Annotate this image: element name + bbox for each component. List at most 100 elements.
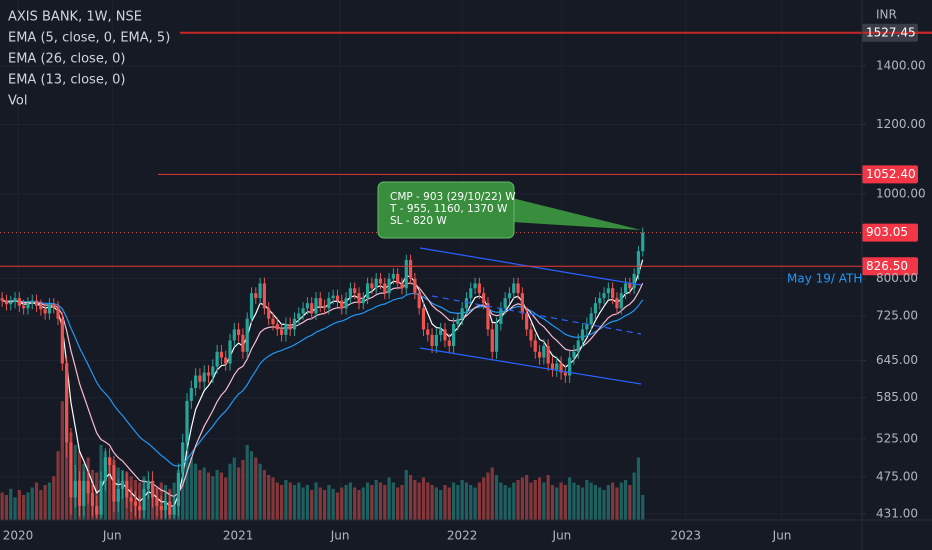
candle-body (628, 283, 632, 289)
volume-bar (417, 482, 421, 520)
volume-bar (383, 485, 387, 520)
volume-bar (525, 475, 529, 520)
volume-bar (430, 485, 434, 520)
x-tick-label: 2021 (223, 529, 254, 543)
candle-body (267, 308, 271, 319)
candle-body (602, 293, 606, 299)
candle-body (318, 298, 322, 306)
volume-bar (555, 487, 559, 520)
candle-body (211, 366, 215, 376)
ema-lines (1, 259, 644, 507)
volume-bar (387, 477, 391, 520)
candle-body (611, 288, 615, 299)
volume-bar (241, 460, 245, 520)
candle-body (73, 480, 77, 498)
volume-bar (421, 477, 426, 520)
volume-bar (396, 487, 400, 520)
volume-bar (47, 482, 52, 520)
volume-bar (456, 485, 460, 520)
candle-body (280, 329, 284, 335)
volume-bar (318, 487, 322, 520)
volume-bar (305, 485, 309, 520)
volume-bar (237, 467, 241, 520)
candle-body (69, 442, 73, 498)
volume-bar (108, 457, 112, 520)
candle-body (249, 293, 254, 319)
candle-body (116, 489, 120, 502)
x-tick-label: Jun (772, 529, 792, 543)
volume-bar (568, 477, 572, 520)
volume-bar (314, 482, 318, 520)
volume-bar (576, 485, 580, 520)
x-tick-label: Jun (552, 529, 572, 543)
volume-bar (636, 457, 641, 520)
y-tick-label: 525.00 (876, 431, 918, 445)
candle-body (133, 501, 138, 506)
candle-body (623, 283, 628, 294)
candle-body (503, 298, 507, 309)
x-tick-label: Jun (102, 529, 122, 543)
x-tick-label: 2022 (447, 529, 478, 543)
volume-bar (606, 485, 610, 520)
candle-body (576, 340, 580, 352)
level-label: 1052.40 (866, 167, 916, 181)
candle-body (477, 283, 481, 294)
candle-body (357, 293, 361, 304)
volume-bar (0, 492, 4, 520)
annotation: CMP - 903 (29/10/22) W T - 955, 1160, 13… (377, 181, 641, 239)
volume-bar (589, 482, 593, 520)
volume-bar (641, 495, 645, 520)
candle-body (314, 298, 318, 314)
legend-title: AXIS BANK, 1W, NSE (8, 10, 142, 25)
candle-body (288, 324, 292, 330)
candle-body (138, 505, 142, 511)
channel-lower (419, 347, 642, 385)
candle-body (568, 357, 572, 376)
volume-bar (447, 487, 451, 520)
volume-bar (512, 482, 516, 520)
volume-bar (469, 485, 473, 520)
volume-bar (619, 482, 623, 520)
candle-body (254, 293, 258, 299)
candle-body (22, 305, 26, 309)
candle-body (482, 293, 486, 304)
volume-bar (537, 477, 542, 520)
candle-body (237, 329, 241, 335)
level-label-box (862, 257, 918, 276)
candle-body (43, 309, 47, 314)
candle-body (546, 346, 550, 364)
candle-body (490, 329, 494, 352)
ema-line (2, 282, 644, 498)
candle-body (112, 465, 116, 502)
candle-body (615, 298, 619, 309)
candle-body (172, 505, 176, 515)
volume-bar (189, 457, 193, 520)
volume-bar (404, 470, 408, 520)
y-tick-label: 585.00 (876, 390, 918, 404)
volume-bar (327, 485, 331, 520)
candle-body (593, 303, 598, 314)
candle-body (563, 372, 567, 376)
volume-bar (365, 482, 370, 520)
volume-bar (623, 480, 628, 520)
ath-note: May 19/ ATH (787, 272, 862, 286)
candle-body (129, 497, 133, 502)
volume-bar (490, 467, 494, 520)
volume-bar (413, 480, 417, 520)
volume-bar (232, 457, 236, 520)
volume-bar (632, 472, 636, 520)
volume-bar (9, 488, 13, 520)
volume-bar (211, 476, 215, 520)
volume-bar (335, 492, 340, 520)
volume-bar (451, 482, 456, 520)
volume-bar (559, 482, 563, 520)
volume-bar (464, 482, 469, 520)
candle-body (447, 340, 451, 347)
volume-bar (301, 487, 305, 520)
candle-body (512, 283, 516, 294)
candle-body (168, 501, 172, 515)
volume-bar (258, 463, 262, 520)
candle-body (292, 318, 297, 330)
candle-body (353, 288, 357, 294)
candle-body (301, 308, 305, 314)
